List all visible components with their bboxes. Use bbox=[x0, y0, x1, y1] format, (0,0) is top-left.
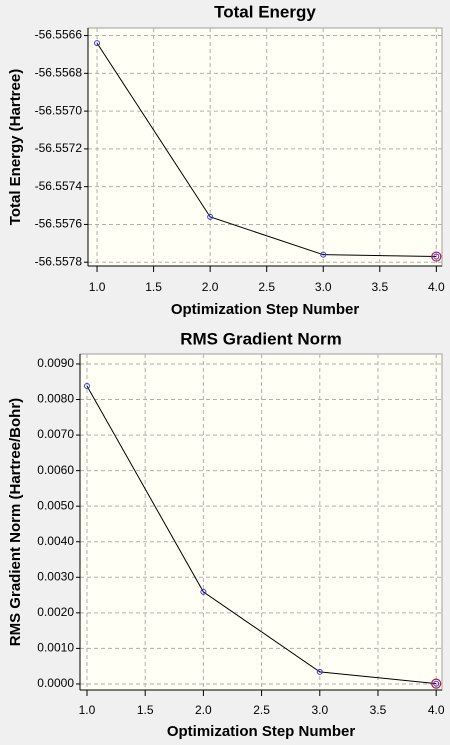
x-tick-label: 1.0 bbox=[89, 280, 106, 294]
chart-title: RMS Gradient Norm bbox=[180, 329, 342, 348]
y-tick-label: -56.5572 bbox=[35, 141, 83, 155]
data-point bbox=[433, 253, 440, 260]
y-tick-label: -56.5576 bbox=[35, 217, 83, 231]
selected-point-ring bbox=[431, 678, 442, 689]
data-point bbox=[320, 251, 327, 258]
x-tick-label: 3.5 bbox=[370, 703, 387, 717]
y-tick-label: -56.5574 bbox=[35, 179, 83, 193]
series-line bbox=[96, 42, 437, 258]
x-tick-label: 3.0 bbox=[315, 280, 332, 294]
plot-area bbox=[87, 27, 443, 267]
y-axis-label: Total Energy (Hartree) bbox=[7, 69, 24, 225]
y-tick-label: 0.0080 bbox=[37, 392, 74, 406]
y-tick-label: -56.5578 bbox=[35, 254, 83, 268]
plot-area bbox=[79, 353, 443, 691]
x-axis-label: Optimization Step Number bbox=[171, 301, 360, 318]
y-axis-label: RMS Gradient Norm (Hartree/Bohr) bbox=[7, 398, 24, 646]
x-tick-label: 1.0 bbox=[79, 703, 96, 717]
data-point bbox=[316, 668, 323, 675]
x-tick-label: 4.0 bbox=[428, 703, 445, 717]
selected-point-ring bbox=[431, 251, 442, 262]
x-axis-label: Optimization Step Number bbox=[167, 723, 356, 740]
y-tick-label: 0.0070 bbox=[37, 427, 74, 441]
y-tick-label: 0.0010 bbox=[37, 641, 74, 655]
y-tick-label: 0.0000 bbox=[37, 676, 74, 690]
y-tick-label: -56.5570 bbox=[35, 103, 83, 117]
y-tick-label: 0.0050 bbox=[37, 498, 74, 512]
data-point bbox=[200, 588, 207, 595]
chart-title: Total Energy bbox=[214, 2, 316, 21]
y-tick-label: 0.0030 bbox=[37, 569, 74, 583]
y-tick-label: 0.0040 bbox=[37, 534, 74, 548]
y-tick-label: 0.0090 bbox=[37, 356, 74, 370]
y-tick-label: 0.0020 bbox=[37, 605, 74, 619]
x-tick-label: 2.5 bbox=[253, 703, 270, 717]
data-point bbox=[94, 40, 101, 47]
x-tick-label: 1.5 bbox=[145, 280, 162, 294]
x-tick-label: 2.0 bbox=[202, 280, 219, 294]
data-point bbox=[433, 680, 440, 687]
x-tick-label: 4.0 bbox=[428, 280, 445, 294]
x-tick-label: 2.5 bbox=[258, 280, 275, 294]
x-tick-label: 3.0 bbox=[311, 703, 328, 717]
x-tick-label: 3.5 bbox=[371, 280, 388, 294]
data-point bbox=[207, 213, 214, 220]
y-tick-label: -56.5568 bbox=[35, 66, 83, 80]
x-tick-label: 2.0 bbox=[195, 703, 212, 717]
y-tick-label: 0.0060 bbox=[37, 463, 74, 477]
series-line bbox=[86, 385, 437, 685]
x-tick-label: 1.5 bbox=[137, 703, 154, 717]
y-tick-label: -56.5566 bbox=[35, 28, 83, 42]
data-point bbox=[83, 383, 90, 389]
